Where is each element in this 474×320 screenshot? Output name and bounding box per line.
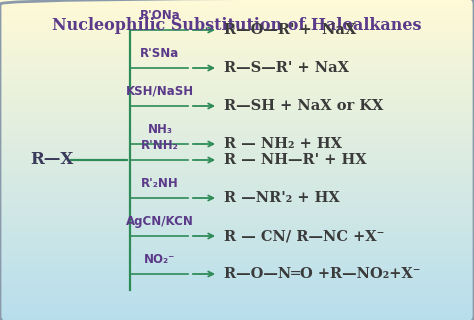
Text: R—O—R' +  NaX: R—O—R' + NaX xyxy=(224,23,356,37)
Text: R—SH + NaX or KX: R—SH + NaX or KX xyxy=(224,99,383,113)
Text: R'₂NH: R'₂NH xyxy=(141,177,179,190)
Text: AgCN/KCN: AgCN/KCN xyxy=(126,215,194,228)
Text: R'SNa: R'SNa xyxy=(140,47,180,60)
Text: Nucleophilic Substitution of Haloalkanes: Nucleophilic Substitution of Haloalkanes xyxy=(52,17,422,34)
Text: R'ONa: R'ONa xyxy=(140,9,181,22)
Text: R —NR'₂ + HX: R —NR'₂ + HX xyxy=(224,191,340,205)
Text: R — NH₂ + HX: R — NH₂ + HX xyxy=(224,137,342,151)
Text: NH₃: NH₃ xyxy=(147,123,173,136)
Text: R—S—R' + NaX: R—S—R' + NaX xyxy=(224,61,349,75)
Text: R — NH—R' + HX: R — NH—R' + HX xyxy=(224,153,366,167)
Text: R — CN/ R—NC +X⁻: R — CN/ R—NC +X⁻ xyxy=(224,229,384,243)
Text: R—O—N═O +R—NO₂+X⁻: R—O—N═O +R—NO₂+X⁻ xyxy=(224,267,420,281)
Text: KSH/NaSH: KSH/NaSH xyxy=(126,85,194,98)
Text: R'NH₂: R'NH₂ xyxy=(141,139,179,152)
Text: NO₂⁻: NO₂⁻ xyxy=(144,253,176,266)
Text: R—X: R—X xyxy=(30,151,73,169)
